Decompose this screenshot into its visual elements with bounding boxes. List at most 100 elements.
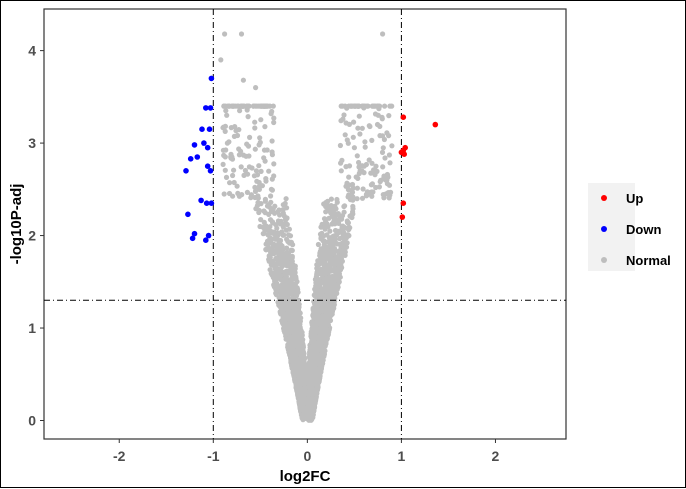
normal-point: [247, 134, 253, 140]
normal-point: [317, 278, 323, 284]
normal-point: [342, 237, 348, 243]
normal-point: [322, 263, 328, 269]
normal-point: [382, 155, 388, 161]
normal-point: [302, 367, 308, 373]
normal-point: [290, 263, 297, 269]
normal-point: [327, 236, 333, 242]
normal-point: [245, 114, 251, 120]
normal-point: [257, 135, 263, 141]
normal-point: [313, 283, 319, 289]
y-tick-label: 3: [28, 135, 36, 151]
normal-point: [333, 206, 339, 212]
normal-point: [268, 199, 274, 205]
normal-point: [320, 238, 326, 244]
normal-point: [277, 212, 283, 218]
normal-point: [278, 308, 284, 314]
down-point: [201, 140, 207, 146]
legend-label-down: Down: [626, 222, 661, 237]
normal-point: [334, 199, 340, 205]
normal-point: [331, 289, 337, 295]
normal-point: [336, 257, 342, 263]
normal-point: [297, 346, 303, 352]
normal-point: [285, 282, 292, 288]
normal-point: [303, 390, 309, 396]
normal-point: [331, 302, 337, 308]
normal-point: [339, 157, 345, 163]
normal-point: [290, 309, 296, 315]
normal-point: [302, 385, 308, 391]
normal-point: [221, 152, 227, 158]
down-point: [208, 75, 215, 82]
normal-point: [314, 380, 320, 386]
normal-point: [263, 246, 269, 253]
normal-point: [386, 133, 392, 139]
normal-point: [256, 209, 262, 216]
normal-point: [288, 328, 294, 334]
normal-point: [325, 204, 331, 210]
normal-point: [369, 193, 375, 199]
normal-point: [354, 153, 360, 159]
normal-point: [252, 194, 258, 201]
normal-point: [286, 339, 292, 345]
normal-point: [293, 291, 299, 297]
normal-point: [226, 190, 233, 197]
normal-point: [231, 179, 237, 186]
normal-point: [230, 172, 236, 179]
normal-point: [300, 401, 306, 407]
normal-point: [283, 329, 289, 335]
normal-point: [282, 200, 288, 207]
normal-point: [387, 160, 393, 166]
normal-point: [384, 181, 390, 187]
normal-point: [350, 134, 356, 140]
normal-point: [305, 396, 311, 402]
normal-point: [299, 339, 305, 345]
x-tick-label: 0: [303, 448, 311, 464]
normal-point: [305, 407, 312, 413]
normal-point: [373, 184, 379, 191]
normal-point: [290, 242, 296, 248]
normal-point: [290, 334, 296, 340]
normal-point: [328, 196, 334, 202]
normal-point: [301, 408, 307, 414]
normal-point: [290, 296, 296, 303]
normal-point: [256, 103, 262, 109]
normal-point: [245, 143, 252, 149]
normal-point: [253, 85, 259, 91]
normal-point: [256, 163, 262, 169]
normal-point: [268, 111, 274, 117]
normal-point: [312, 391, 318, 397]
normal-point: [322, 315, 329, 321]
normal-point: [317, 250, 323, 256]
normal-point: [389, 143, 395, 149]
up-point: [400, 114, 407, 120]
y-tick-label: 0: [28, 413, 36, 429]
x-tick-label: -2: [113, 448, 126, 464]
normal-point: [328, 280, 334, 286]
normal-points-layer: [218, 31, 395, 423]
normal-point: [269, 152, 275, 158]
normal-point: [369, 137, 375, 143]
down-point: [191, 142, 198, 148]
y-axis-title: -log10P-adj: [8, 184, 25, 265]
normal-point: [220, 161, 226, 167]
normal-point: [362, 144, 368, 150]
normal-point: [288, 247, 294, 253]
normal-point: [272, 203, 278, 209]
normal-point: [261, 147, 268, 153]
normal-point: [359, 125, 365, 131]
normal-point: [266, 258, 272, 264]
normal-point: [252, 188, 259, 194]
normal-point: [364, 189, 370, 195]
normal-point: [241, 172, 247, 178]
normal-point: [316, 262, 322, 268]
normal-point: [275, 251, 282, 257]
normal-point: [373, 163, 379, 169]
normal-point: [257, 139, 263, 145]
normal-point: [240, 77, 246, 83]
normal-point: [295, 365, 301, 371]
axes: -2 -1 0 1 2 0 1 2 3 4: [28, 43, 499, 464]
normal-point: [287, 313, 293, 319]
normal-point: [340, 231, 346, 237]
